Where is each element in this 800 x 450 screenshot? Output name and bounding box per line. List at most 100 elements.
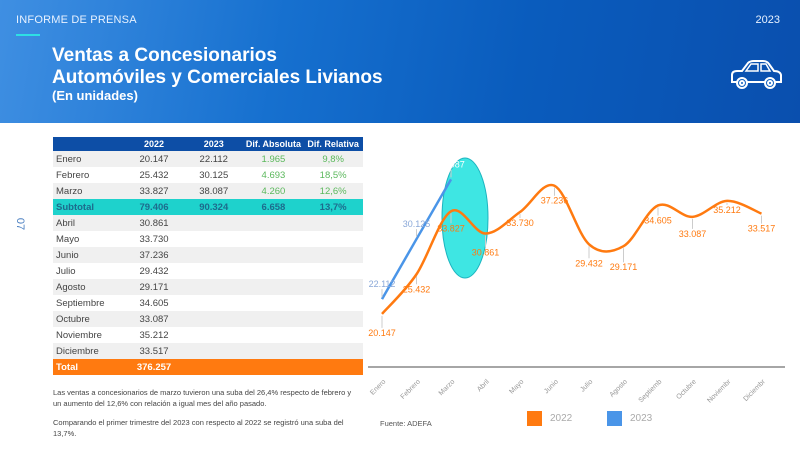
cell-month: Mayo xyxy=(56,233,80,245)
x-tick-label: Mayo xyxy=(508,378,525,395)
cell-dif-absoluta: 6.658 xyxy=(243,199,304,215)
report-label: INFORME DE PRENSA xyxy=(16,14,137,26)
cell-month: Noviembre xyxy=(56,329,102,341)
cell-dif-absoluta xyxy=(243,359,304,375)
x-tick-label: Junio xyxy=(543,378,560,395)
cell-dif-relativa: 9,8% xyxy=(303,151,363,167)
cell-dif-relativa xyxy=(303,279,363,295)
data-label-2022: 33.517 xyxy=(748,224,776,234)
report-year: 2023 xyxy=(755,14,780,26)
cell-2022: 29.432 xyxy=(139,265,169,277)
cell-dif-absoluta xyxy=(243,215,304,231)
cell-month: Junio xyxy=(53,247,125,263)
x-tick-label: Julio xyxy=(579,378,594,393)
cell-month: Subtotal xyxy=(53,199,125,215)
cell-2023 xyxy=(183,215,244,231)
cell-2022: 34.605 xyxy=(139,297,169,309)
table-row: Total 376.257 xyxy=(53,359,363,375)
cell-dif-relativa xyxy=(303,263,363,279)
table-row: Febrero 25.432 30.125 4.693 18,5% xyxy=(53,167,363,183)
cell-month: Octubre xyxy=(53,311,125,327)
data-label-2022: 29.432 xyxy=(575,258,603,268)
page-subtitle: (En unidades) xyxy=(52,88,138,103)
car-icon xyxy=(731,60,782,89)
header-banner: INFORME DE PRENSA 2023 Ventas a Concesio… xyxy=(0,0,800,123)
cell-dif-absoluta xyxy=(243,311,304,327)
data-label-2022: 30.861 xyxy=(472,248,500,258)
data-label-2023: 30.125 xyxy=(403,219,431,229)
table-row: Octubre 33.087 xyxy=(53,311,363,327)
table-row: Marzo 33.827 38.087 4.260 12,6% xyxy=(53,183,363,199)
line-chart: 20.147 25.432 33.827 30.861 33.730 37.236 29.4… xyxy=(368,157,785,405)
cell-dif-relativa xyxy=(303,215,363,231)
cell-2022: 30.861 xyxy=(124,215,184,231)
data-label-2023: 38.087 xyxy=(437,159,465,169)
series-2022-line xyxy=(381,183,762,315)
x-tick-label: Febrero xyxy=(400,378,422,400)
cell-dif-relativa: 18,5% xyxy=(319,169,347,181)
page-number: 07 xyxy=(14,217,27,231)
header-month xyxy=(53,137,125,151)
cell-2023: 30.125 xyxy=(199,169,229,181)
x-tick-label: Octubre xyxy=(675,378,698,401)
notes: Las ventas a concesionarios de marzo tuv… xyxy=(53,387,353,447)
cell-month: Abril xyxy=(53,215,125,231)
page-title: Ventas a Concesionarios Automóviles y Co… xyxy=(52,45,383,89)
cell-2023 xyxy=(184,263,244,279)
cell-2023 xyxy=(183,311,244,327)
table-row: Enero 20.147 22.112 1.965 9,8% xyxy=(53,151,363,167)
x-tick-label: Enero xyxy=(369,378,387,396)
cell-month: Enero xyxy=(53,151,125,167)
legend-item-2023: 2023 xyxy=(607,411,652,426)
header-dif-absoluta: Dif. Absoluta xyxy=(243,137,304,151)
cell-dif-relativa xyxy=(303,295,363,311)
cell-dif-relativa xyxy=(303,327,363,343)
data-label-2022: 20.147 xyxy=(368,328,396,338)
header-2023: 2023 xyxy=(183,137,244,151)
source-label: Fuente: ADEFA xyxy=(380,419,432,428)
data-label-2022: 25.432 xyxy=(403,284,431,294)
data-label-2022: 37.236 xyxy=(541,196,569,206)
cell-2022: 35.212 xyxy=(139,329,169,341)
cell-dif-absoluta xyxy=(244,263,304,279)
cell-2022: 376.257 xyxy=(124,359,184,375)
cell-2023: 38.087 xyxy=(183,183,244,199)
data-label-2022: 34.605 xyxy=(644,215,672,225)
cell-dif-relativa: 12,6% xyxy=(303,183,363,199)
cell-dif-absoluta xyxy=(244,231,304,247)
x-tick-label: Marzo xyxy=(438,378,457,397)
x-tick-label: Diciembr xyxy=(742,378,767,403)
data-label-2022: 35.212 xyxy=(713,205,741,215)
cell-2022: 33.087 xyxy=(124,311,184,327)
x-tick-label: Abril xyxy=(476,378,491,393)
sales-table: 2022 2023 Dif. Absoluta Dif. Relativa En… xyxy=(53,137,363,375)
cell-2022: 29.171 xyxy=(124,279,184,295)
data-label-2022: 33.087 xyxy=(679,229,707,239)
data-label-2023: 22.112 xyxy=(369,279,396,289)
series-2023-line xyxy=(380,178,453,300)
cell-month: Julio xyxy=(56,265,76,277)
table-row: Abril 30.861 xyxy=(53,215,363,231)
cell-dif-relativa xyxy=(303,231,363,247)
cell-2023: 22.112 xyxy=(183,151,244,167)
cell-dif-absoluta xyxy=(244,295,304,311)
cell-2023 xyxy=(184,231,244,247)
cell-dif-relativa xyxy=(303,359,363,375)
cell-2023 xyxy=(183,247,244,263)
x-tick-label: Septiemb xyxy=(638,378,664,404)
x-tick-label: Noviembr xyxy=(706,378,733,405)
note-paragraph-2: Comparando el primer trimestre del 2023 … xyxy=(53,418,344,438)
accent-underline xyxy=(16,34,40,36)
header-2022: 2022 xyxy=(124,137,184,151)
table-row: Junio 37.236 xyxy=(53,247,363,263)
cell-dif-absoluta xyxy=(243,279,304,295)
cell-dif-relativa: 13,7% xyxy=(303,199,363,215)
table-row: Diciembre 33.517 xyxy=(53,343,363,359)
legend-label-2023: 2023 xyxy=(630,413,653,424)
note-paragraph-1: Las ventas a concesionarios de marzo tuv… xyxy=(53,388,352,408)
header-dif-relativa: Dif. Relativa xyxy=(303,137,363,151)
cell-2022: 33.827 xyxy=(124,183,184,199)
table-row: Noviembre 35.212 xyxy=(53,327,363,343)
cell-dif-absoluta xyxy=(243,343,304,359)
title-line-2: Automóviles y Comerciales Livianos xyxy=(52,67,383,88)
